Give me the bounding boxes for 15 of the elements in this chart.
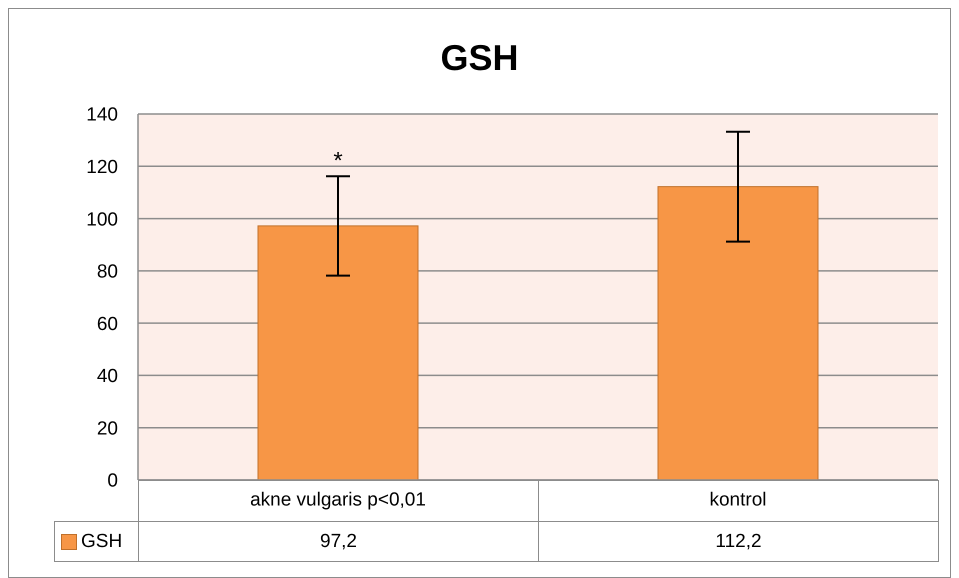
y-tick-label: 140 xyxy=(86,104,118,126)
data-label: 97,2 xyxy=(138,521,539,562)
annotation: * xyxy=(333,148,343,175)
y-tick-label: 20 xyxy=(96,418,118,440)
y-tick-label: 0 xyxy=(107,470,118,492)
chart-title: GSH xyxy=(439,37,520,79)
x-tick-label: akne vulgaris p<0,01 xyxy=(250,489,426,510)
y-tick-label: 120 xyxy=(86,157,118,178)
y-tick-label: 100 xyxy=(86,209,118,230)
legend-label: GSH xyxy=(54,521,139,562)
data-label: 112,2 xyxy=(538,521,939,562)
x-tick-label: kontrol xyxy=(709,489,767,510)
y-tick-label: 60 xyxy=(96,314,118,335)
y-tick-label: 80 xyxy=(96,262,118,283)
y-tick-label: 40 xyxy=(96,366,118,388)
